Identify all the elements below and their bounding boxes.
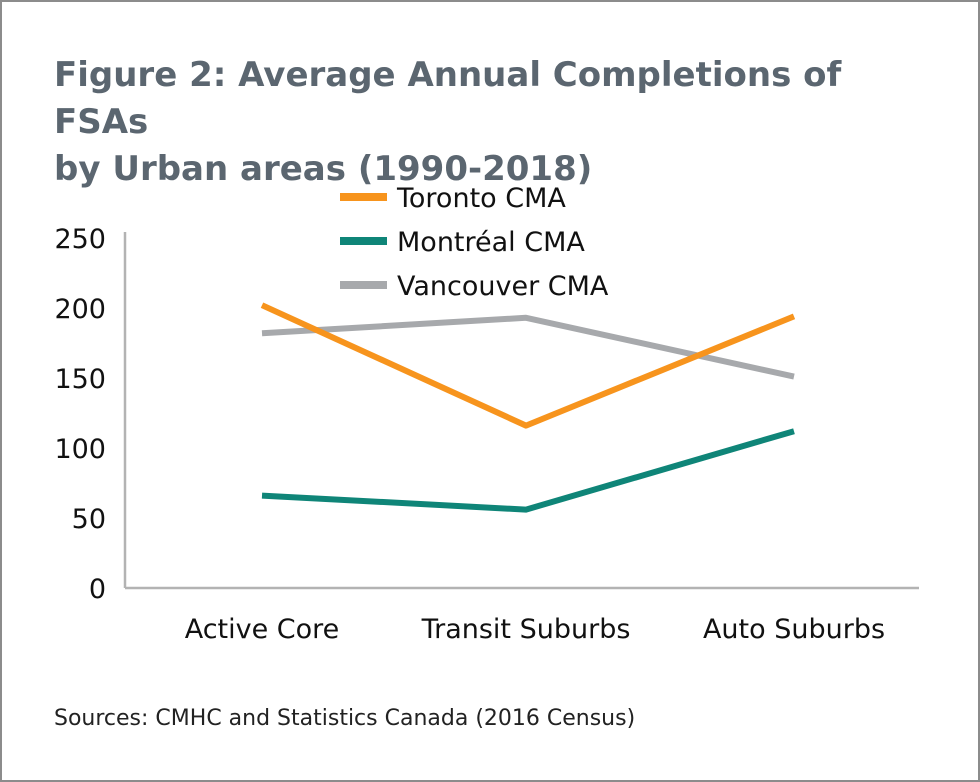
legend-label-montreal: Montréal CMA <box>397 227 585 258</box>
x-tick-labels: Active Core Transit Suburbs Auto Suburbs <box>185 614 885 645</box>
legend: Toronto CMA Montréal CMA Vancouver CMA <box>340 183 609 302</box>
series-lines <box>260 302 796 513</box>
y-tick-label: 150 <box>54 364 106 395</box>
chart-title-line-2: by Urban areas (1990-2018) <box>54 149 593 189</box>
legend-label-toronto: Toronto CMA <box>396 183 566 214</box>
series-line-toronto <box>260 302 796 429</box>
y-tick-label: 50 <box>72 504 106 535</box>
series-line-montreal <box>261 428 795 513</box>
legend-label-vancouver: Vancouver CMA <box>397 271 609 302</box>
x-tick-label: Active Core <box>185 614 340 645</box>
axes <box>123 232 919 590</box>
chart-title-line-1: Figure 2: Average Annual Completions of … <box>54 55 842 142</box>
y-tick-labels: 0 50 100 150 200 250 <box>54 224 106 605</box>
x-tick-label: Transit Suburbs <box>421 614 631 645</box>
y-tick-label: 100 <box>54 434 106 465</box>
x-tick-label: Auto Suburbs <box>703 614 885 645</box>
y-tick-label: 0 <box>89 574 106 605</box>
series-line-vancouver <box>261 314 795 380</box>
y-tick-label: 200 <box>54 294 106 325</box>
chart-title: Figure 2: Average Annual Completions of … <box>54 52 934 193</box>
y-tick-label: 250 <box>54 224 106 255</box>
source-note: Sources: CMHC and Statistics Canada (201… <box>54 706 636 731</box>
